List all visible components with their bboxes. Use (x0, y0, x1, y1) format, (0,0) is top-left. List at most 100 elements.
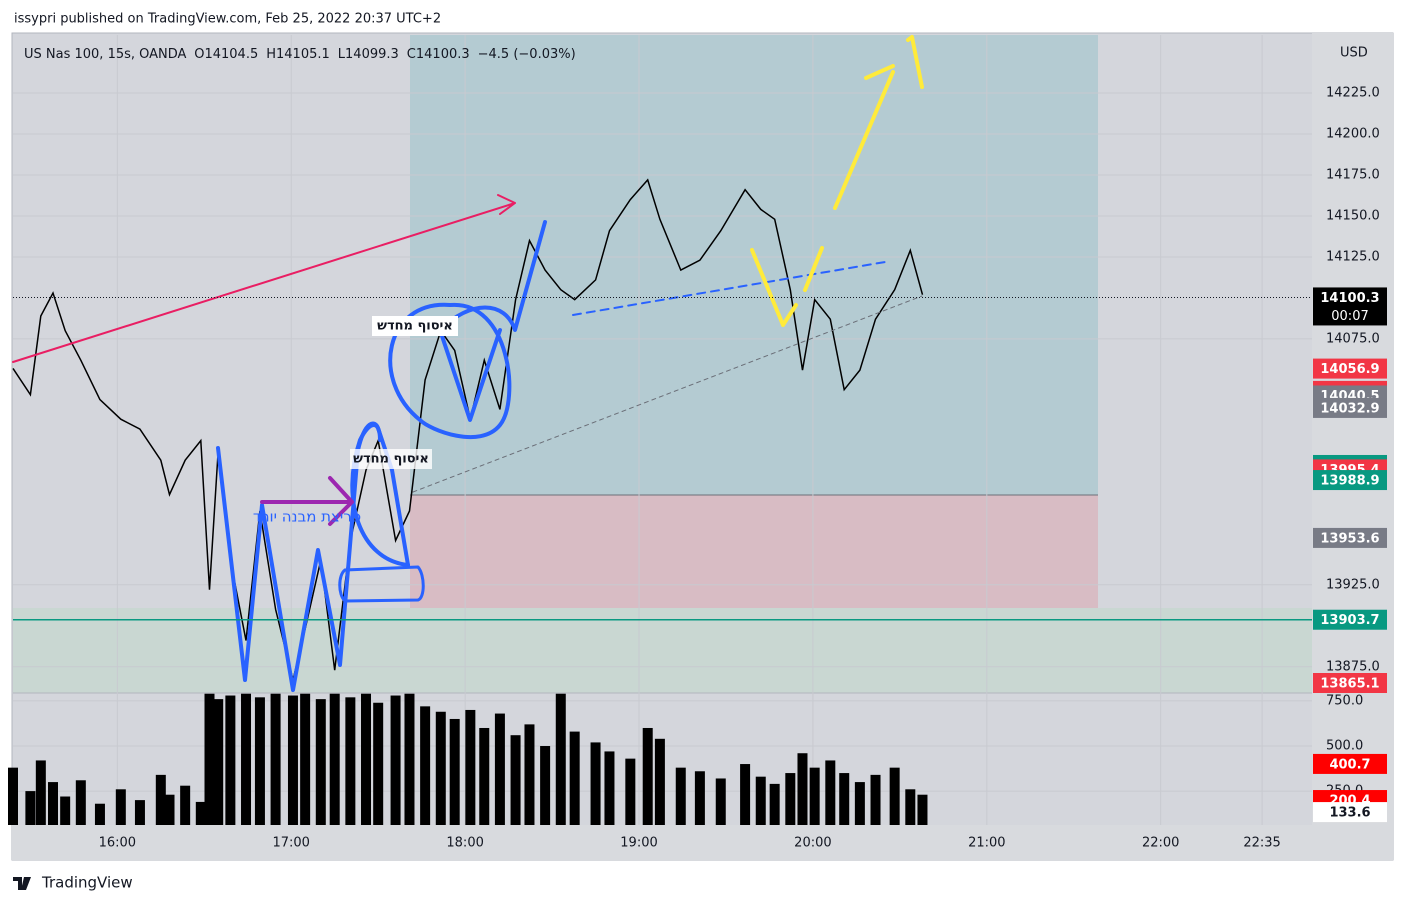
volume-bar (524, 724, 535, 825)
y-tick-label: 750.0 (1326, 693, 1363, 708)
volume-bar (329, 693, 340, 825)
volume-bar (785, 773, 796, 825)
volume-bar (134, 800, 145, 825)
y-tick-label: 14175.0 (1326, 167, 1380, 182)
volume-bar (809, 767, 820, 825)
price-marker (1313, 802, 1387, 823)
price-marker-label: 14032.9 (1320, 401, 1379, 416)
pink-arrow (12, 194, 516, 363)
plot (8, 35, 1312, 825)
volume-bar (889, 767, 900, 825)
price-marker-label: 400.7 (1329, 757, 1370, 772)
price-marker (1313, 287, 1387, 326)
volume-bar (241, 693, 252, 825)
currency: USD (1340, 46, 1368, 61)
volume-bar (373, 702, 384, 825)
legend: US Nas 100, 15s, OANDA O14104.5 H14105.1 L1… (24, 47, 576, 62)
volume-bar (25, 791, 36, 825)
ohlc-value: 14099.3 (345, 47, 399, 62)
price-marker (1313, 609, 1387, 630)
volume-bar (479, 727, 490, 825)
volume-bar (675, 767, 686, 825)
volume-bar (825, 760, 836, 825)
volume-bar (155, 774, 166, 825)
support-zone (13, 608, 1312, 693)
volume-bar (8, 767, 18, 825)
ohlc-value: 14100.3 (416, 47, 470, 62)
label-box (350, 449, 432, 469)
volume-bar (420, 706, 431, 825)
volume-bar (47, 782, 58, 825)
profit-zone (410, 35, 1098, 495)
time-axis (12, 825, 1312, 860)
y-tick-label: 14150.0 (1326, 208, 1380, 223)
price-axis (1312, 33, 1393, 860)
volume-bar (254, 697, 265, 825)
countdown: 00:07 (1331, 309, 1368, 324)
volume-bar (854, 782, 865, 825)
volume-bar (694, 771, 705, 825)
x-tick-label: 20:00 (794, 836, 831, 851)
y-tick-label: 13925.0 (1326, 577, 1380, 592)
volume-bar (905, 789, 916, 825)
x-tick-label: 19:00 (620, 836, 657, 851)
x-tick-label: 16:00 (99, 836, 136, 851)
annotation: פריצת מבנה יורד (253, 508, 361, 526)
price-line (12, 178, 924, 681)
label-box (372, 316, 458, 336)
y-tick-label: 14225.0 (1326, 86, 1380, 101)
price-marker (1313, 527, 1387, 548)
logo (13, 877, 31, 890)
volume-bar (180, 785, 191, 825)
volume-bar (449, 718, 460, 825)
price-marker-label: 13953.6 (1320, 531, 1379, 546)
volume-bar (60, 796, 71, 825)
yellow-arrow (833, 35, 924, 210)
volume-bar (797, 753, 808, 825)
volume-bar (540, 746, 551, 825)
trend-line (412, 295, 923, 493)
y-tick-label: 14075.0 (1326, 331, 1380, 346)
volume-bar (164, 794, 175, 825)
volume-bar (390, 695, 401, 825)
price-marker-label: 14100.3 (1320, 291, 1379, 306)
loss-zone (410, 495, 1098, 612)
volume-bar (361, 693, 372, 825)
volume-bar (769, 783, 780, 825)
price-marker (1313, 673, 1387, 694)
volume-bar (740, 764, 751, 825)
change: −4.5 (−0.03%) (478, 47, 576, 62)
x-tick-label: 22:00 (1142, 836, 1179, 851)
blue-circle (388, 302, 512, 440)
x-tick-label: 17:00 (272, 836, 309, 851)
price-marker-label: 13903.7 (1320, 613, 1379, 628)
volume-bar (494, 713, 505, 825)
price-marker (1313, 358, 1387, 379)
symbol: US Nas 100, 15s, OANDA (24, 47, 187, 62)
volume-bar (510, 735, 521, 825)
volume-bar (625, 758, 636, 825)
price-marker-label: 13988.9 (1320, 474, 1379, 489)
ohlc-value: 14104.5 (204, 47, 258, 62)
purple-arrow (260, 476, 354, 526)
ohlc-label: H (266, 47, 276, 62)
volume-bar (225, 695, 236, 825)
x-tick-label: 18:00 (446, 836, 483, 851)
volume-bar (870, 774, 881, 825)
price-marker (1313, 397, 1387, 418)
volume-bar (465, 709, 476, 825)
footer: TradingView (41, 874, 133, 892)
volume-bar (35, 760, 46, 825)
volume-bar (404, 693, 415, 825)
volume-bar (270, 693, 281, 825)
ohlc-label: L (338, 47, 346, 62)
price-marker (1313, 753, 1387, 774)
x-tick-label: 21:00 (968, 836, 1005, 851)
volume-bar (315, 699, 326, 825)
price-marker (1313, 470, 1387, 491)
price-marker-label: 14056.9 (1320, 362, 1379, 377)
volume-bar (75, 780, 86, 825)
volume-bar (345, 697, 356, 825)
volume-bar (839, 773, 850, 825)
